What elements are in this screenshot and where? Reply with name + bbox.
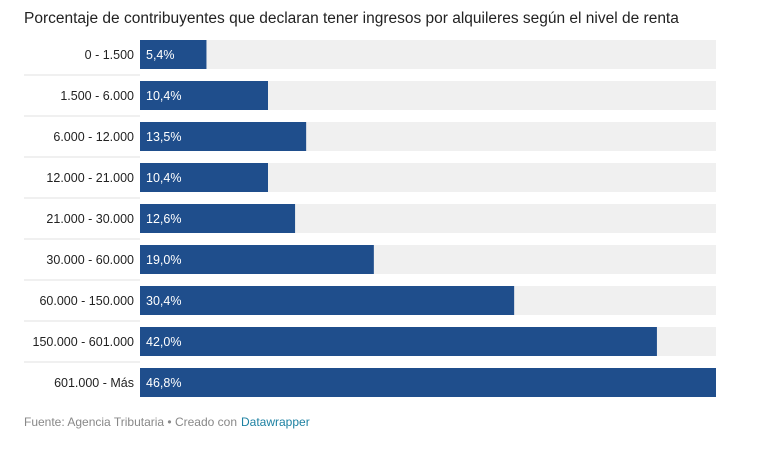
source: Fuente: Agencia Tributaria • Creado con: [24, 415, 237, 429]
y-tick-label: 150.000 - 601.000: [33, 335, 135, 349]
y-tick-label: 60.000 - 150.000: [39, 294, 134, 308]
chart-title: Porcentaje de contribuyentes que declara…: [24, 10, 679, 27]
y-tick-label: 12.000 - 21.000: [46, 171, 134, 185]
value-label: 13,5%: [146, 130, 181, 144]
y-tick-label: 30.000 - 60.000: [46, 253, 134, 267]
bar: [140, 40, 207, 69]
y-tick-label: 601.000 - Más: [54, 376, 134, 390]
y-tick-label: 6.000 - 12.000: [53, 130, 134, 144]
y-tick-label: 0 - 1.500: [85, 48, 134, 62]
value-label: 12,6%: [146, 212, 181, 226]
bar: [140, 122, 307, 151]
y-tick-label: 1.500 - 6.000: [60, 89, 134, 103]
credit-link[interactable]: Datawrapper: [241, 415, 310, 429]
bar: [140, 163, 268, 192]
value-label: 42,0%: [146, 335, 181, 349]
bar: [140, 204, 296, 233]
value-label: 30,4%: [146, 294, 181, 308]
bar: [140, 286, 515, 315]
value-label: 5,4%: [146, 48, 175, 62]
bar: [140, 368, 716, 397]
bar: [140, 81, 268, 110]
bar: [140, 245, 374, 274]
bar-track: [140, 40, 716, 69]
bar: [140, 327, 657, 356]
value-label: 10,4%: [146, 89, 181, 103]
value-label: 19,0%: [146, 253, 181, 267]
value-label: 46,8%: [146, 376, 181, 390]
value-label: 10,4%: [146, 171, 181, 185]
y-tick-label: 21.000 - 30.000: [46, 212, 134, 226]
